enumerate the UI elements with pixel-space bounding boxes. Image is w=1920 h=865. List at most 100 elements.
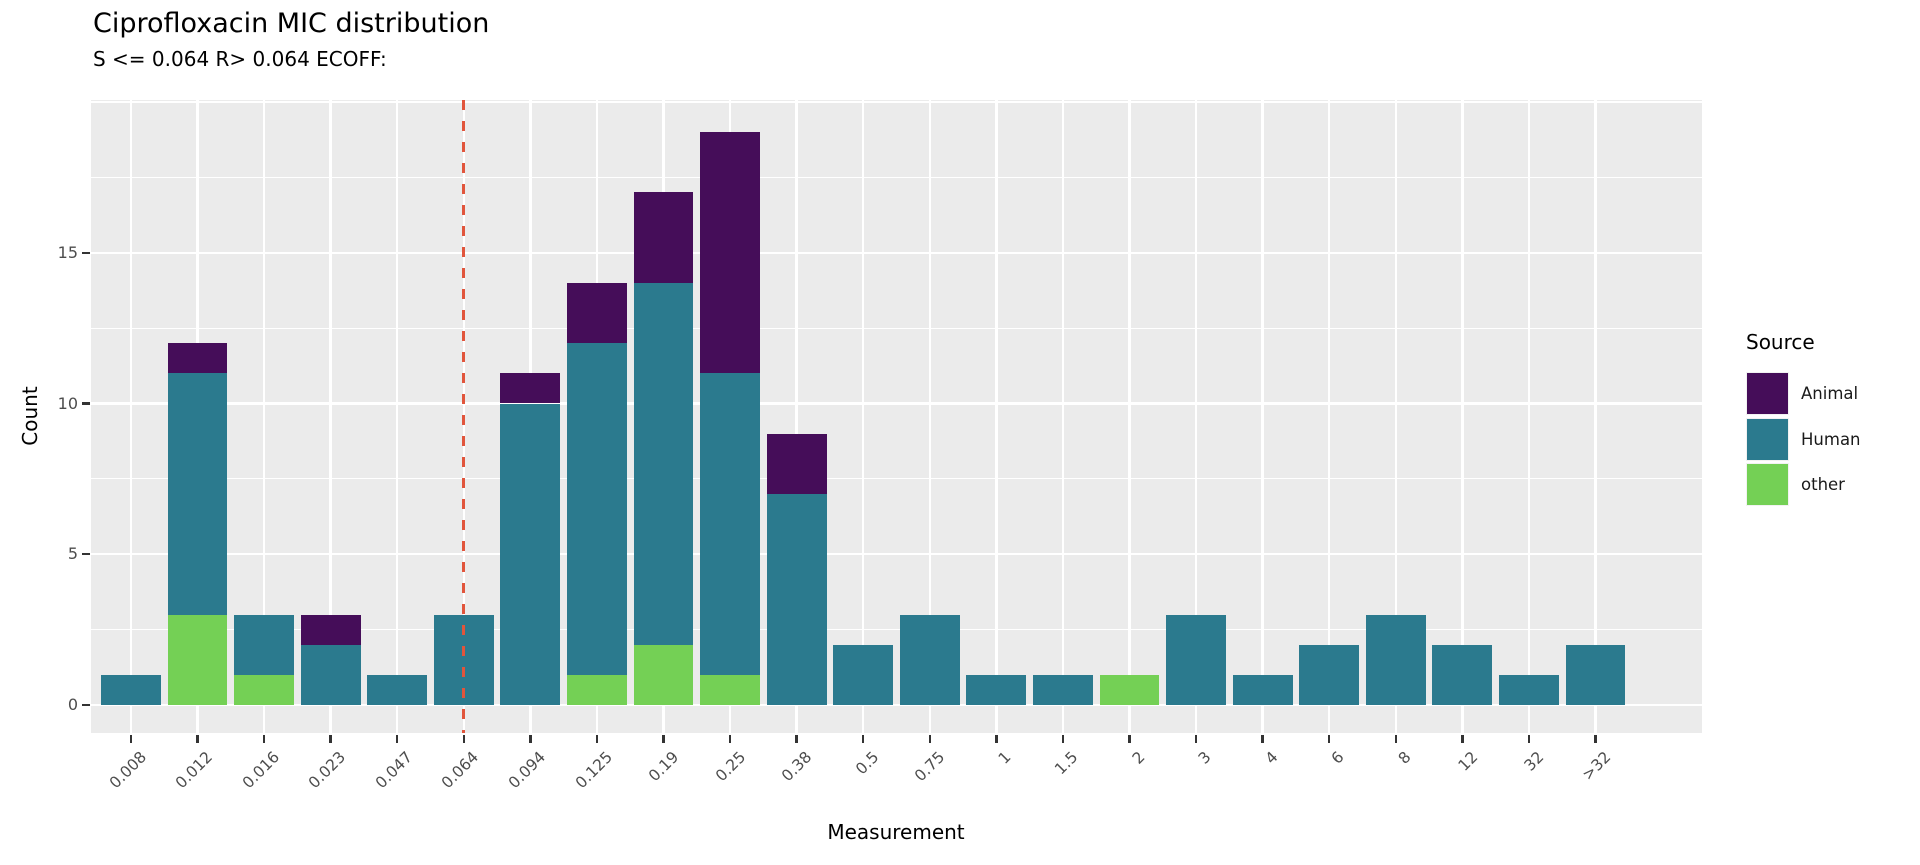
- bar-segment-human: [833, 644, 894, 705]
- x-tick-mark: [462, 735, 465, 743]
- x-tick-label: 0.023: [305, 748, 350, 793]
- animal-color-key: [1746, 372, 1789, 415]
- bar-segment-human: [1166, 614, 1227, 705]
- y-minor-gridline: [91, 176, 1702, 178]
- bar-segment-human: [1032, 674, 1093, 705]
- bar-segment-human: [1432, 644, 1493, 705]
- x-tick-mark: [795, 735, 798, 743]
- x-axis-title: Measurement: [827, 820, 965, 844]
- bar-segment-animal: [700, 132, 761, 374]
- x-major-gridline: [1128, 100, 1131, 733]
- x-major-gridline: [1461, 100, 1464, 733]
- x-tick-mark: [1261, 735, 1264, 743]
- bar-segment-human: [700, 373, 761, 675]
- bar-segment-human: [367, 674, 428, 705]
- x-major-gridline: [396, 100, 399, 733]
- x-tick-mark: [1128, 735, 1131, 743]
- x-tick-mark: [262, 735, 266, 743]
- x-tick-mark: [129, 735, 133, 743]
- bar-segment-human: [966, 674, 1027, 705]
- legend: Source Animal Human other: [1746, 330, 1861, 509]
- y-tick-mark: [82, 553, 90, 556]
- legend-label: Human: [1801, 429, 1861, 449]
- x-tick-mark: [1194, 735, 1198, 743]
- y-minor-gridline: [91, 478, 1702, 480]
- x-major-gridline: [1328, 100, 1331, 733]
- y-axis-title: Count: [18, 386, 42, 446]
- x-tick-label: 4: [1261, 748, 1282, 768]
- y-major-gridline: [91, 402, 1702, 405]
- x-tick-label: 0.047: [371, 748, 416, 793]
- x-tick-label: 0.5: [851, 748, 882, 779]
- x-tick-mark: [928, 735, 931, 743]
- bar-segment-other: [1099, 674, 1160, 705]
- legend-label: other: [1801, 475, 1845, 494]
- bar-segment-human: [766, 493, 827, 705]
- x-tick-label: 0.125: [571, 748, 616, 793]
- x-major-gridline: [329, 100, 332, 733]
- bar-segment-other: [633, 644, 694, 705]
- y-minor-gridline: [91, 629, 1702, 631]
- x-tick-mark: [1394, 735, 1397, 743]
- y-tick-mark: [82, 703, 90, 707]
- bar-segment-human: [1498, 674, 1559, 705]
- x-tick-mark: [728, 735, 732, 743]
- x-major-gridline: [862, 100, 865, 733]
- bar-segment-animal: [167, 343, 228, 374]
- bar-segment-human: [1232, 674, 1293, 705]
- bar-segment-other: [566, 674, 627, 705]
- x-tick-label: 12: [1454, 748, 1482, 775]
- bar-segment-human: [1365, 614, 1426, 705]
- bar-segment-human: [566, 343, 627, 675]
- legend-label: Animal: [1801, 384, 1859, 403]
- bar-segment-human: [300, 644, 361, 705]
- bar-segment-other: [700, 674, 761, 705]
- x-tick-mark: [595, 735, 599, 743]
- y-tick-label: 0: [67, 695, 78, 714]
- x-tick-label: 0.38: [778, 748, 816, 786]
- bar-segment-other: [167, 614, 228, 705]
- x-major-gridline: [1527, 100, 1531, 733]
- x-tick-label: 6: [1328, 748, 1348, 768]
- x-tick-mark: [1061, 735, 1065, 743]
- bar-segment-animal: [566, 282, 627, 344]
- x-tick-mark: [1461, 735, 1464, 743]
- x-tick-label: 0.25: [711, 748, 749, 786]
- x-tick-mark: [662, 735, 665, 743]
- y-tick-label: 10: [57, 393, 78, 413]
- bar-segment-human: [1299, 644, 1360, 705]
- x-tick-mark: [529, 735, 532, 743]
- x-tick-label: 0.094: [504, 748, 550, 793]
- x-tick-label: 0.012: [172, 748, 217, 793]
- x-tick-label: 1: [995, 748, 1016, 768]
- y-tick-label: 15: [57, 242, 78, 262]
- x-tick-label: 32: [1520, 748, 1548, 775]
- bar-segment-animal: [500, 373, 561, 404]
- y-tick-mark: [82, 251, 90, 254]
- bar-segment-human: [100, 674, 161, 705]
- x-tick-label: 0.19: [645, 748, 683, 786]
- bar-segment-human: [234, 614, 295, 675]
- bar-segment-human: [899, 614, 960, 705]
- chart-title: Ciprofloxacin MIC distribution: [93, 8, 490, 39]
- y-tick-mark: [82, 402, 90, 405]
- ecoff-threshold-line: [462, 100, 466, 733]
- chart-subtitle: S <= 0.064 R> 0.064 ECOFF:: [93, 47, 387, 71]
- x-tick-label: 0.064: [438, 748, 483, 793]
- y-major-gridline: [91, 553, 1702, 556]
- x-major-gridline: [1394, 100, 1397, 733]
- x-major-gridline: [1061, 100, 1065, 733]
- x-tick-label: 3: [1195, 748, 1215, 768]
- y-major-gridline: [91, 251, 1702, 254]
- x-tick-mark: [862, 735, 865, 743]
- x-major-gridline: [1594, 100, 1597, 733]
- bar-segment-human: [500, 403, 561, 705]
- bar-segment-animal: [633, 192, 694, 283]
- x-tick-label: 1.5: [1051, 748, 1082, 779]
- x-major-gridline: [129, 100, 133, 733]
- x-tick-label: >32: [1578, 748, 1615, 784]
- x-tick-label: 8: [1394, 748, 1415, 768]
- x-major-gridline: [795, 100, 798, 733]
- x-tick-mark: [396, 735, 399, 743]
